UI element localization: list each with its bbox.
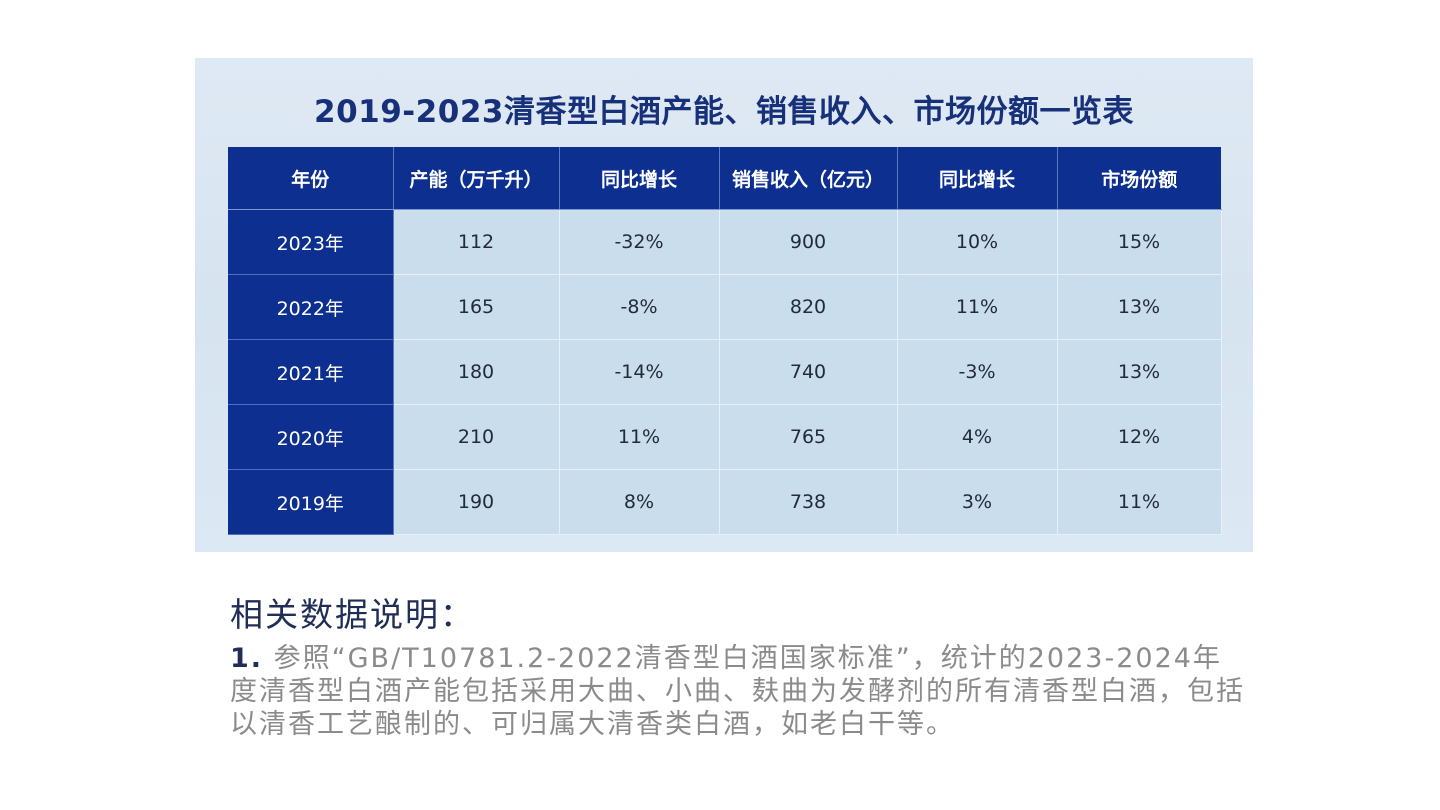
table-cell: 180: [393, 339, 560, 405]
table-cell: 8%: [559, 469, 720, 535]
data-table: 年份 产能（万千升） 同比增长 销售收入（亿元） 同比增长 市场份额 2023年…: [228, 147, 1222, 535]
table-cell: 165: [393, 274, 560, 340]
year-cell: 2020年: [228, 404, 394, 470]
table-row: 2023年 112 -32% 900 10% 15%: [228, 209, 1222, 275]
note-item-number: 1.: [230, 643, 264, 674]
column-header: 市场份额: [1057, 147, 1221, 210]
year-cell: 2023年: [228, 209, 394, 275]
table-cell: 740: [719, 339, 898, 405]
table-cell: 10%: [897, 209, 1058, 275]
table-cell: 11%: [559, 404, 720, 470]
table-cell: 15%: [1057, 209, 1222, 275]
notes-body: 1. 参照“GB/T10781.2-2022清香型白酒国家标准”，统计的2023…: [230, 642, 1250, 741]
column-header: 同比增长: [559, 147, 720, 210]
note-item-text: 参照“GB/T10781.2-2022清香型白酒国家标准”，统计的2023-20…: [230, 643, 1245, 740]
table-cell: 12%: [1057, 404, 1222, 470]
table-cell: 13%: [1057, 274, 1222, 340]
table-header-row: 年份 产能（万千升） 同比增长 销售收入（亿元） 同比增长 市场份额: [228, 147, 1221, 210]
notes-heading: 相关数据说明：: [230, 595, 475, 634]
table-cell: 210: [393, 404, 560, 470]
table-image: 2019-2023清香型白酒产能、销售收入、市场份额一览表 年份 产能（万千升）…: [195, 58, 1253, 552]
table-cell: -3%: [897, 339, 1058, 405]
table-cell: 3%: [897, 469, 1058, 535]
column-header: 产能（万千升）: [393, 147, 560, 210]
table-cell: 765: [719, 404, 898, 470]
year-cell: 2022年: [228, 274, 394, 340]
table-title: 2019-2023清香型白酒产能、销售收入、市场份额一览表: [314, 94, 1134, 130]
table-row: 2021年 180 -14% 740 -3% 13%: [228, 339, 1222, 405]
table-cell: 11%: [1057, 469, 1222, 535]
column-header: 年份: [228, 147, 394, 210]
table-cell: 112: [393, 209, 560, 275]
column-header: 同比增长: [897, 147, 1058, 210]
table-cell: 11%: [897, 274, 1058, 340]
table-cell: 900: [719, 209, 898, 275]
table-cell: 190: [393, 469, 560, 535]
table-cell: 4%: [897, 404, 1058, 470]
table-cell: -8%: [559, 274, 720, 340]
table-cell: 738: [719, 469, 898, 535]
table-cell: -14%: [559, 339, 720, 405]
year-cell: 2019年: [228, 469, 394, 535]
table-cell: 13%: [1057, 339, 1222, 405]
table-row: 2022年 165 -8% 820 11% 13%: [228, 274, 1222, 340]
year-cell: 2021年: [228, 339, 394, 405]
table-cell: -32%: [559, 209, 720, 275]
table-cell: 820: [719, 274, 898, 340]
column-header: 销售收入（亿元）: [719, 147, 898, 210]
table-row: 2019年 190 8% 738 3% 11%: [228, 469, 1222, 535]
table-row: 2020年 210 11% 765 4% 12%: [228, 404, 1222, 470]
